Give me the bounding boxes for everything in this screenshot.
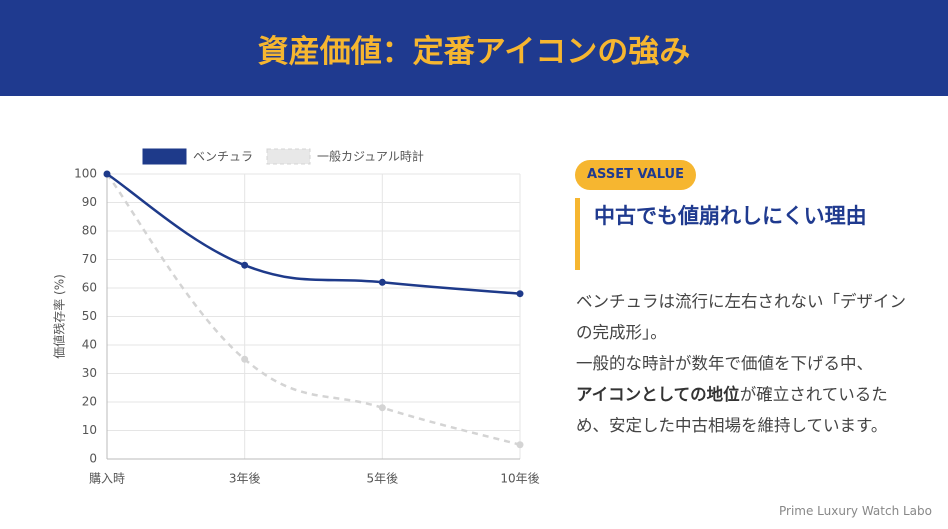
- footer: Prime Luxury Watch Labo: [779, 504, 932, 518]
- body-text: が確立されているため、安定した中古相場を維持しています。: [576, 385, 888, 435]
- accent-bar: [575, 198, 580, 270]
- x-tick-label: 10年後: [500, 472, 539, 486]
- header-title: 資産価値：定番アイコンの強み: [0, 0, 948, 96]
- body-text: 一般的な時計が数年で価値を下げる中、: [576, 354, 873, 373]
- y-tick-label: 10: [82, 423, 97, 437]
- data-point: [516, 441, 524, 449]
- y-tick-label: 60: [82, 281, 97, 295]
- data-point: [241, 261, 249, 269]
- series-line: [106, 172, 521, 295]
- body-emphasis: アイコンとしての地位: [576, 385, 740, 404]
- series-line: [105, 173, 521, 446]
- y-tick-label: 80: [82, 224, 97, 238]
- y-tick-label: 70: [82, 252, 97, 266]
- panel-heading: 中古でも値崩れしにくい理由: [594, 204, 867, 228]
- x-tick-label: 3年後: [229, 472, 261, 486]
- data-point: [241, 355, 249, 363]
- y-tick-label: 40: [82, 338, 97, 352]
- y-tick-label: 20: [82, 395, 97, 409]
- body-line: アイコンとしての地位が確立されているため、安定した中古相場を維持しています。: [576, 379, 911, 441]
- panel-body: ベンチュラは流行に左右されない「デザインの完成形」。一般的な時計が数年で価値を下…: [576, 286, 911, 441]
- y-tick-label: 0: [89, 452, 97, 466]
- legend-swatch: [266, 148, 311, 165]
- y-tick-label: 100: [74, 167, 97, 181]
- y-tick-label: 50: [82, 309, 97, 323]
- data-point: [378, 404, 386, 412]
- legend-label: 一般カジュアル時計: [317, 149, 424, 164]
- data-point: [378, 278, 386, 286]
- x-tick-label: 5年後: [367, 472, 399, 486]
- legend-swatch: [142, 148, 187, 165]
- badge: ASSET VALUE: [575, 160, 696, 190]
- body-line: ベンチュラは流行に左右されない「デザインの完成形」。: [576, 286, 911, 348]
- y-tick-label: 90: [82, 195, 97, 209]
- y-axis-label: 価値残存率 (%): [52, 274, 67, 359]
- data-point: [516, 290, 524, 298]
- body-text: ベンチュラは流行に左右されない「デザインの完成形」。: [576, 292, 906, 342]
- body-line: 一般的な時計が数年で価値を下げる中、: [576, 348, 911, 379]
- data-point: [103, 170, 111, 178]
- y-tick-label: 30: [82, 366, 97, 380]
- chart: 0 10 20 30 40 50 60 70 80 90 100 購入時 3年後 5年後 10年後 価値残存率…: [52, 148, 540, 486]
- legend-label: ベンチュラ: [193, 150, 253, 164]
- x-tick-label: 購入時: [89, 472, 125, 486]
